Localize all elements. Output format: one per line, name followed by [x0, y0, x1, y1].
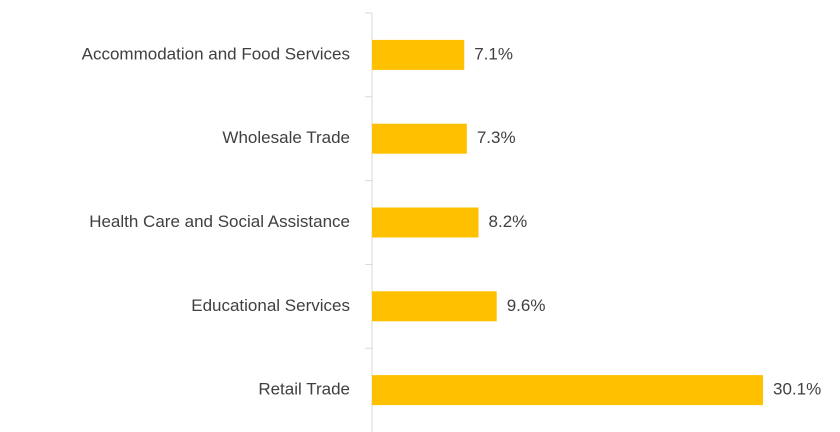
category-label: Educational Services	[191, 296, 350, 315]
data-label: 9.6%	[507, 296, 546, 315]
bar	[372, 375, 763, 406]
bar	[372, 123, 467, 154]
bar	[372, 207, 479, 238]
category-label: Health Care and Social Assistance	[89, 212, 350, 231]
bar	[372, 291, 497, 322]
data-label: 30.1%	[773, 380, 821, 399]
data-label: 7.1%	[474, 44, 513, 63]
category-label: Wholesale Trade	[222, 128, 350, 147]
data-label: 8.2%	[489, 212, 528, 231]
category-label: Accommodation and Food Services	[82, 44, 350, 63]
data-label: 7.3%	[477, 128, 516, 147]
bar	[372, 39, 465, 70]
category-label: Retail Trade	[258, 380, 350, 399]
